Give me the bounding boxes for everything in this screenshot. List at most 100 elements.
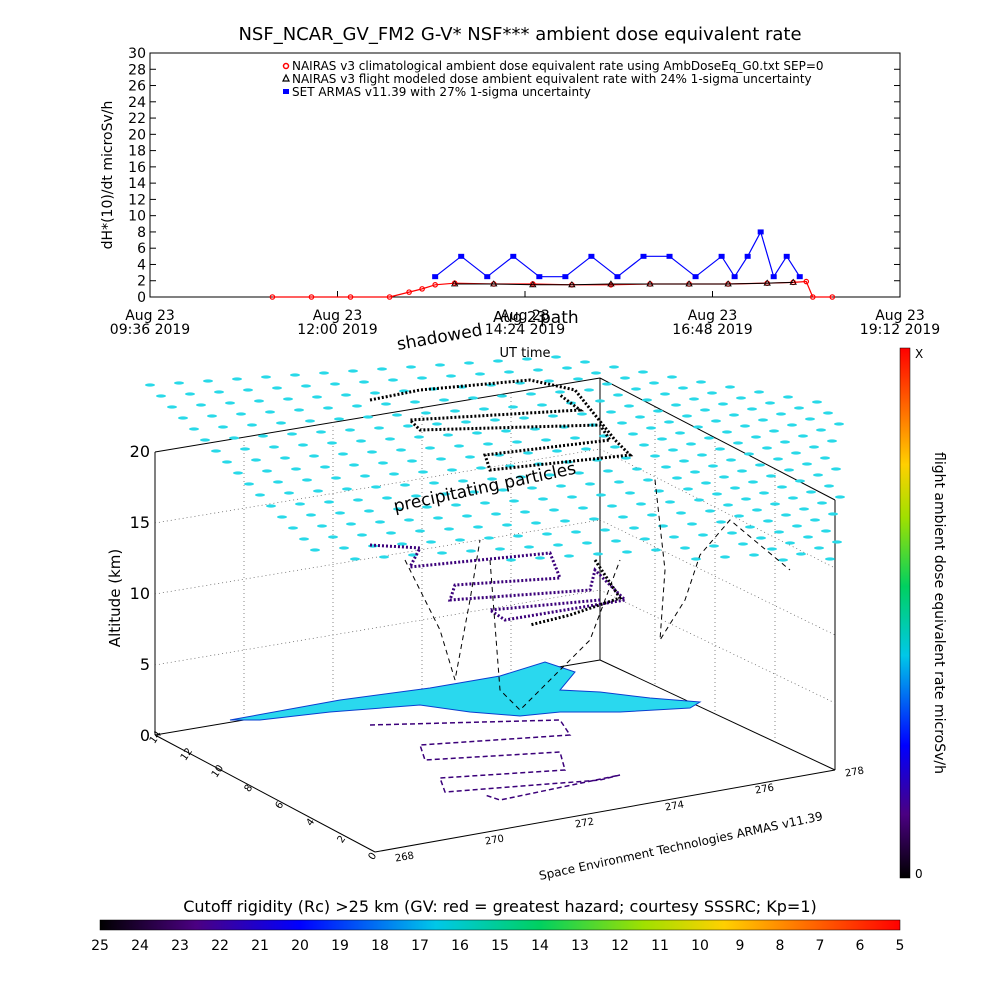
lattice-dash (603, 469, 613, 473)
lattice-dash (421, 411, 431, 415)
lattice-dash (781, 513, 791, 517)
lattice-dash (650, 454, 660, 458)
lattice-dash (345, 428, 355, 432)
top-y-tick-label: 22 (128, 111, 146, 127)
lattice-dash (324, 500, 334, 504)
lattice-dash (404, 518, 414, 522)
lattice-dash (552, 449, 562, 453)
lattice-dash (262, 469, 272, 473)
lattice-dash (574, 471, 584, 475)
lattice-dash (414, 435, 424, 439)
point-armas (484, 274, 491, 280)
lattice-dash (498, 488, 508, 492)
lattice-dash (352, 404, 362, 408)
longitude-tick-label: 268 (394, 850, 415, 864)
point-nairas-flight (490, 280, 498, 287)
ground-region (229, 661, 702, 721)
lattice-dash (454, 444, 464, 448)
lattice-dash (266, 504, 276, 508)
lattice-dash (328, 535, 338, 539)
point-nairas-climatological (269, 294, 276, 300)
lattice-dash (584, 388, 594, 392)
cutoff-tick-label: 16 (451, 938, 469, 954)
point-armas (692, 274, 699, 280)
lattice-dash (816, 428, 826, 432)
lattice-dash (665, 500, 675, 504)
lattice-dash (759, 491, 769, 495)
lattice-dash (357, 533, 367, 537)
lattice-dash (350, 557, 360, 561)
lattice-dash (667, 375, 677, 379)
lattice-dash (349, 463, 359, 467)
lattice-dash (792, 524, 802, 528)
lattice-dash (429, 481, 439, 485)
lattice-dash (418, 470, 428, 474)
lattice-dash (744, 452, 754, 456)
lattice-dash (657, 437, 667, 441)
lattice-dash (602, 382, 612, 386)
ascent-profile (404, 539, 481, 681)
lattice-dash (600, 528, 610, 532)
lattice-dash (261, 375, 271, 379)
lattice-dash (214, 390, 224, 394)
cutoff-colorbar-title: Cutoff rigidity (Rc) >25 km (GV: red = g… (183, 897, 817, 916)
lattice-dash (741, 497, 751, 501)
point-armas (744, 253, 751, 259)
lattice-dash (541, 438, 551, 442)
lattice-dash (694, 498, 704, 502)
lattice-dash (747, 407, 757, 411)
lattice-dash (589, 517, 599, 521)
cutoff-tick-label: 25 (91, 938, 109, 954)
cutoff-colorbar-gradient (99, 919, 901, 931)
lattice-dash (676, 511, 686, 515)
lattice-dash (487, 477, 497, 481)
lattice-dash (774, 530, 784, 534)
3d-plot: shadowed path Aug 23 precipitating parti… (106, 308, 865, 883)
lattice-dash (624, 404, 634, 408)
lattice-dash (377, 367, 387, 371)
lattice-dash (752, 508, 762, 512)
lattice-dash (348, 369, 358, 373)
point-armas (718, 253, 725, 259)
lattice-dash (549, 508, 559, 512)
lattice-dash (283, 397, 293, 401)
right-profile (654, 479, 791, 641)
legend-entry-nairas-climatological: NAIRAS v3 climatological ambient dose eq… (282, 59, 824, 73)
cutoff-tick-label: 9 (736, 938, 745, 954)
lattice-dash (631, 387, 641, 391)
lattice-dash (232, 377, 242, 381)
lattice-dash (364, 509, 374, 513)
point-nairas-flight (646, 280, 654, 287)
lattice-dash (461, 420, 471, 424)
lattice-dash (629, 526, 639, 530)
lattice-dash (520, 510, 530, 514)
lattice-dash (513, 534, 523, 538)
lattice-dash (335, 511, 345, 515)
lattice-dash (620, 376, 630, 380)
lattice-dash (222, 460, 232, 464)
lattice-dash (834, 422, 844, 426)
lattice-dash (824, 484, 834, 488)
lattice-dash (654, 489, 664, 493)
lattice-dash (649, 381, 659, 385)
point-armas (536, 274, 543, 280)
lattice-dash (733, 441, 743, 445)
lattice-dash (407, 459, 417, 463)
depth-tick-label: 2 (336, 834, 349, 846)
lattice-dash (758, 418, 768, 422)
lattice-dash (400, 483, 410, 487)
point-nairas-flight (763, 279, 771, 286)
point-armas (562, 274, 569, 280)
point-nairas-flight (789, 278, 797, 285)
cutoff-tick-label: 17 (411, 938, 429, 954)
lattice-dash (327, 441, 337, 445)
lattice-dash (415, 529, 425, 533)
lattice-dash (353, 498, 363, 502)
lattice-dash (812, 400, 822, 404)
lattice-dash (346, 522, 356, 526)
lattice-dash (611, 539, 621, 543)
lattice-dash (440, 492, 450, 496)
lattice-dash (825, 557, 835, 561)
lattice-dash (375, 520, 385, 524)
longitude-tick-label: 270 (484, 833, 505, 847)
